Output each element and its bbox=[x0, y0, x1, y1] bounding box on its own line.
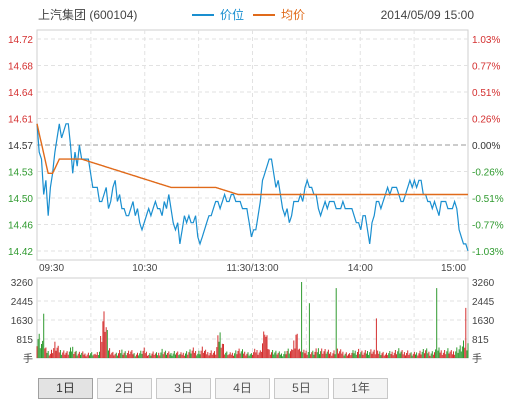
avg-series-line bbox=[36, 123, 468, 196]
time-tick-label: 11:30/13:00 bbox=[226, 263, 279, 274]
volume-tick-label: 2445 bbox=[11, 297, 34, 308]
period-tab[interactable]: 1日 bbox=[38, 378, 93, 399]
legend-avg-label: 均价 bbox=[281, 8, 305, 22]
price-tick-label: 14.61 bbox=[8, 115, 33, 126]
volume-tick-label: 手 bbox=[23, 352, 33, 365]
price-tick-label: 14.42 bbox=[8, 247, 33, 258]
period-tab[interactable]: 4日 bbox=[215, 378, 270, 399]
pct-tick-label: 0.00% bbox=[472, 141, 500, 152]
period-tab[interactable]: 3日 bbox=[156, 378, 211, 399]
price-tick-label: 14.53 bbox=[8, 168, 33, 179]
time-tick-label: 09:30 bbox=[39, 263, 64, 274]
volume-tick-label-right: 3260 bbox=[472, 278, 495, 289]
pct-tick-label: -1.03% bbox=[472, 247, 504, 258]
pct-tick-label: -0.51% bbox=[472, 194, 504, 205]
price-series-line bbox=[36, 123, 469, 252]
price-tick-label: 14.50 bbox=[8, 194, 33, 205]
volume-tick-label: 3260 bbox=[11, 278, 34, 289]
period-tab[interactable]: 2日 bbox=[97, 378, 152, 399]
time-tick-label: 10:30 bbox=[132, 263, 157, 274]
period-tabs: 1日 2日 3日 4日 5日 1年 bbox=[38, 378, 468, 399]
pct-tick-label: 0.77% bbox=[472, 62, 500, 73]
price-panel: 14.72 14.68 14.64 14.61 14.57 14.53 14.50 14.46… bbox=[8, 29, 504, 261]
pct-tick-label: -0.77% bbox=[472, 221, 504, 232]
pct-tick-label: 0.51% bbox=[472, 88, 500, 99]
legend-price-label: 价位 bbox=[220, 7, 244, 22]
pct-tick-label: -0.26% bbox=[472, 168, 504, 179]
pct-tick-label: 0.26% bbox=[472, 115, 500, 126]
time-tick-label: 15:00 bbox=[441, 263, 466, 274]
price-tick-label: 14.72 bbox=[8, 35, 33, 46]
datetime-label: 2014/05/09 15:00 bbox=[381, 8, 475, 22]
volume-tick-label-right: 2445 bbox=[472, 297, 495, 308]
volume-tick-label-right: 手 bbox=[472, 352, 482, 365]
volume-tick-label-right: 815 bbox=[472, 335, 489, 346]
volume-panel: 3260 2445 1630 815 手 3260 2445 1630 815 手 bbox=[11, 277, 495, 365]
price-tick-label: 14.68 bbox=[8, 62, 33, 73]
pct-tick-label: 1.03% bbox=[472, 35, 500, 46]
period-tab[interactable]: 5日 bbox=[274, 378, 329, 399]
volume-tick-label: 815 bbox=[16, 335, 33, 346]
time-tick-label: 14:00 bbox=[348, 263, 373, 274]
volume-tick-label-right: 1630 bbox=[472, 316, 495, 327]
price-tick-label: 14.64 bbox=[8, 88, 33, 99]
period-tab[interactable]: 1年 bbox=[333, 378, 388, 399]
price-tick-label: 14.46 bbox=[8, 221, 33, 232]
price-tick-label: 14.57 bbox=[8, 141, 33, 152]
volume-tick-label: 1630 bbox=[11, 316, 34, 327]
stock-title: 上汽集团 (600104) bbox=[38, 7, 137, 22]
